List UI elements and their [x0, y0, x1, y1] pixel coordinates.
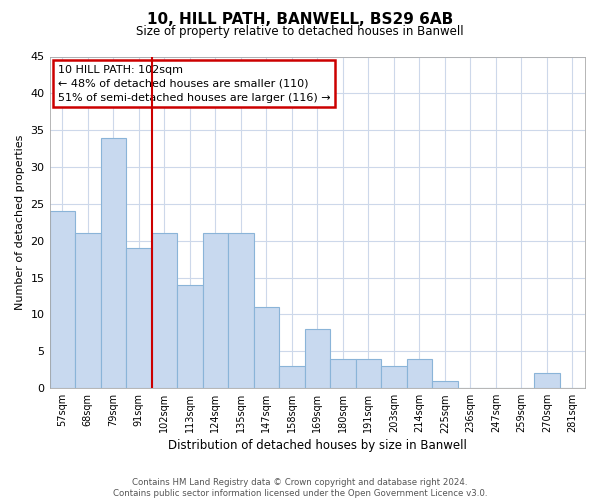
Bar — [381, 366, 407, 388]
Text: Contains HM Land Registry data © Crown copyright and database right 2024.
Contai: Contains HM Land Registry data © Crown c… — [113, 478, 487, 498]
Bar — [101, 138, 126, 388]
Bar — [203, 234, 228, 388]
Text: 10 HILL PATH: 102sqm
← 48% of detached houses are smaller (110)
51% of semi-deta: 10 HILL PATH: 102sqm ← 48% of detached h… — [58, 65, 330, 103]
Text: Size of property relative to detached houses in Banwell: Size of property relative to detached ho… — [136, 25, 464, 38]
Bar — [305, 329, 330, 388]
Bar — [228, 234, 254, 388]
Y-axis label: Number of detached properties: Number of detached properties — [15, 134, 25, 310]
Bar — [534, 374, 560, 388]
Bar — [407, 358, 432, 388]
Bar — [75, 234, 101, 388]
Bar — [152, 234, 177, 388]
Bar — [330, 358, 356, 388]
Bar — [356, 358, 381, 388]
X-axis label: Distribution of detached houses by size in Banwell: Distribution of detached houses by size … — [168, 440, 467, 452]
Bar — [254, 307, 279, 388]
Bar — [432, 381, 458, 388]
Bar — [126, 248, 152, 388]
Bar — [50, 212, 75, 388]
Text: 10, HILL PATH, BANWELL, BS29 6AB: 10, HILL PATH, BANWELL, BS29 6AB — [147, 12, 453, 26]
Bar — [279, 366, 305, 388]
Bar — [177, 285, 203, 388]
